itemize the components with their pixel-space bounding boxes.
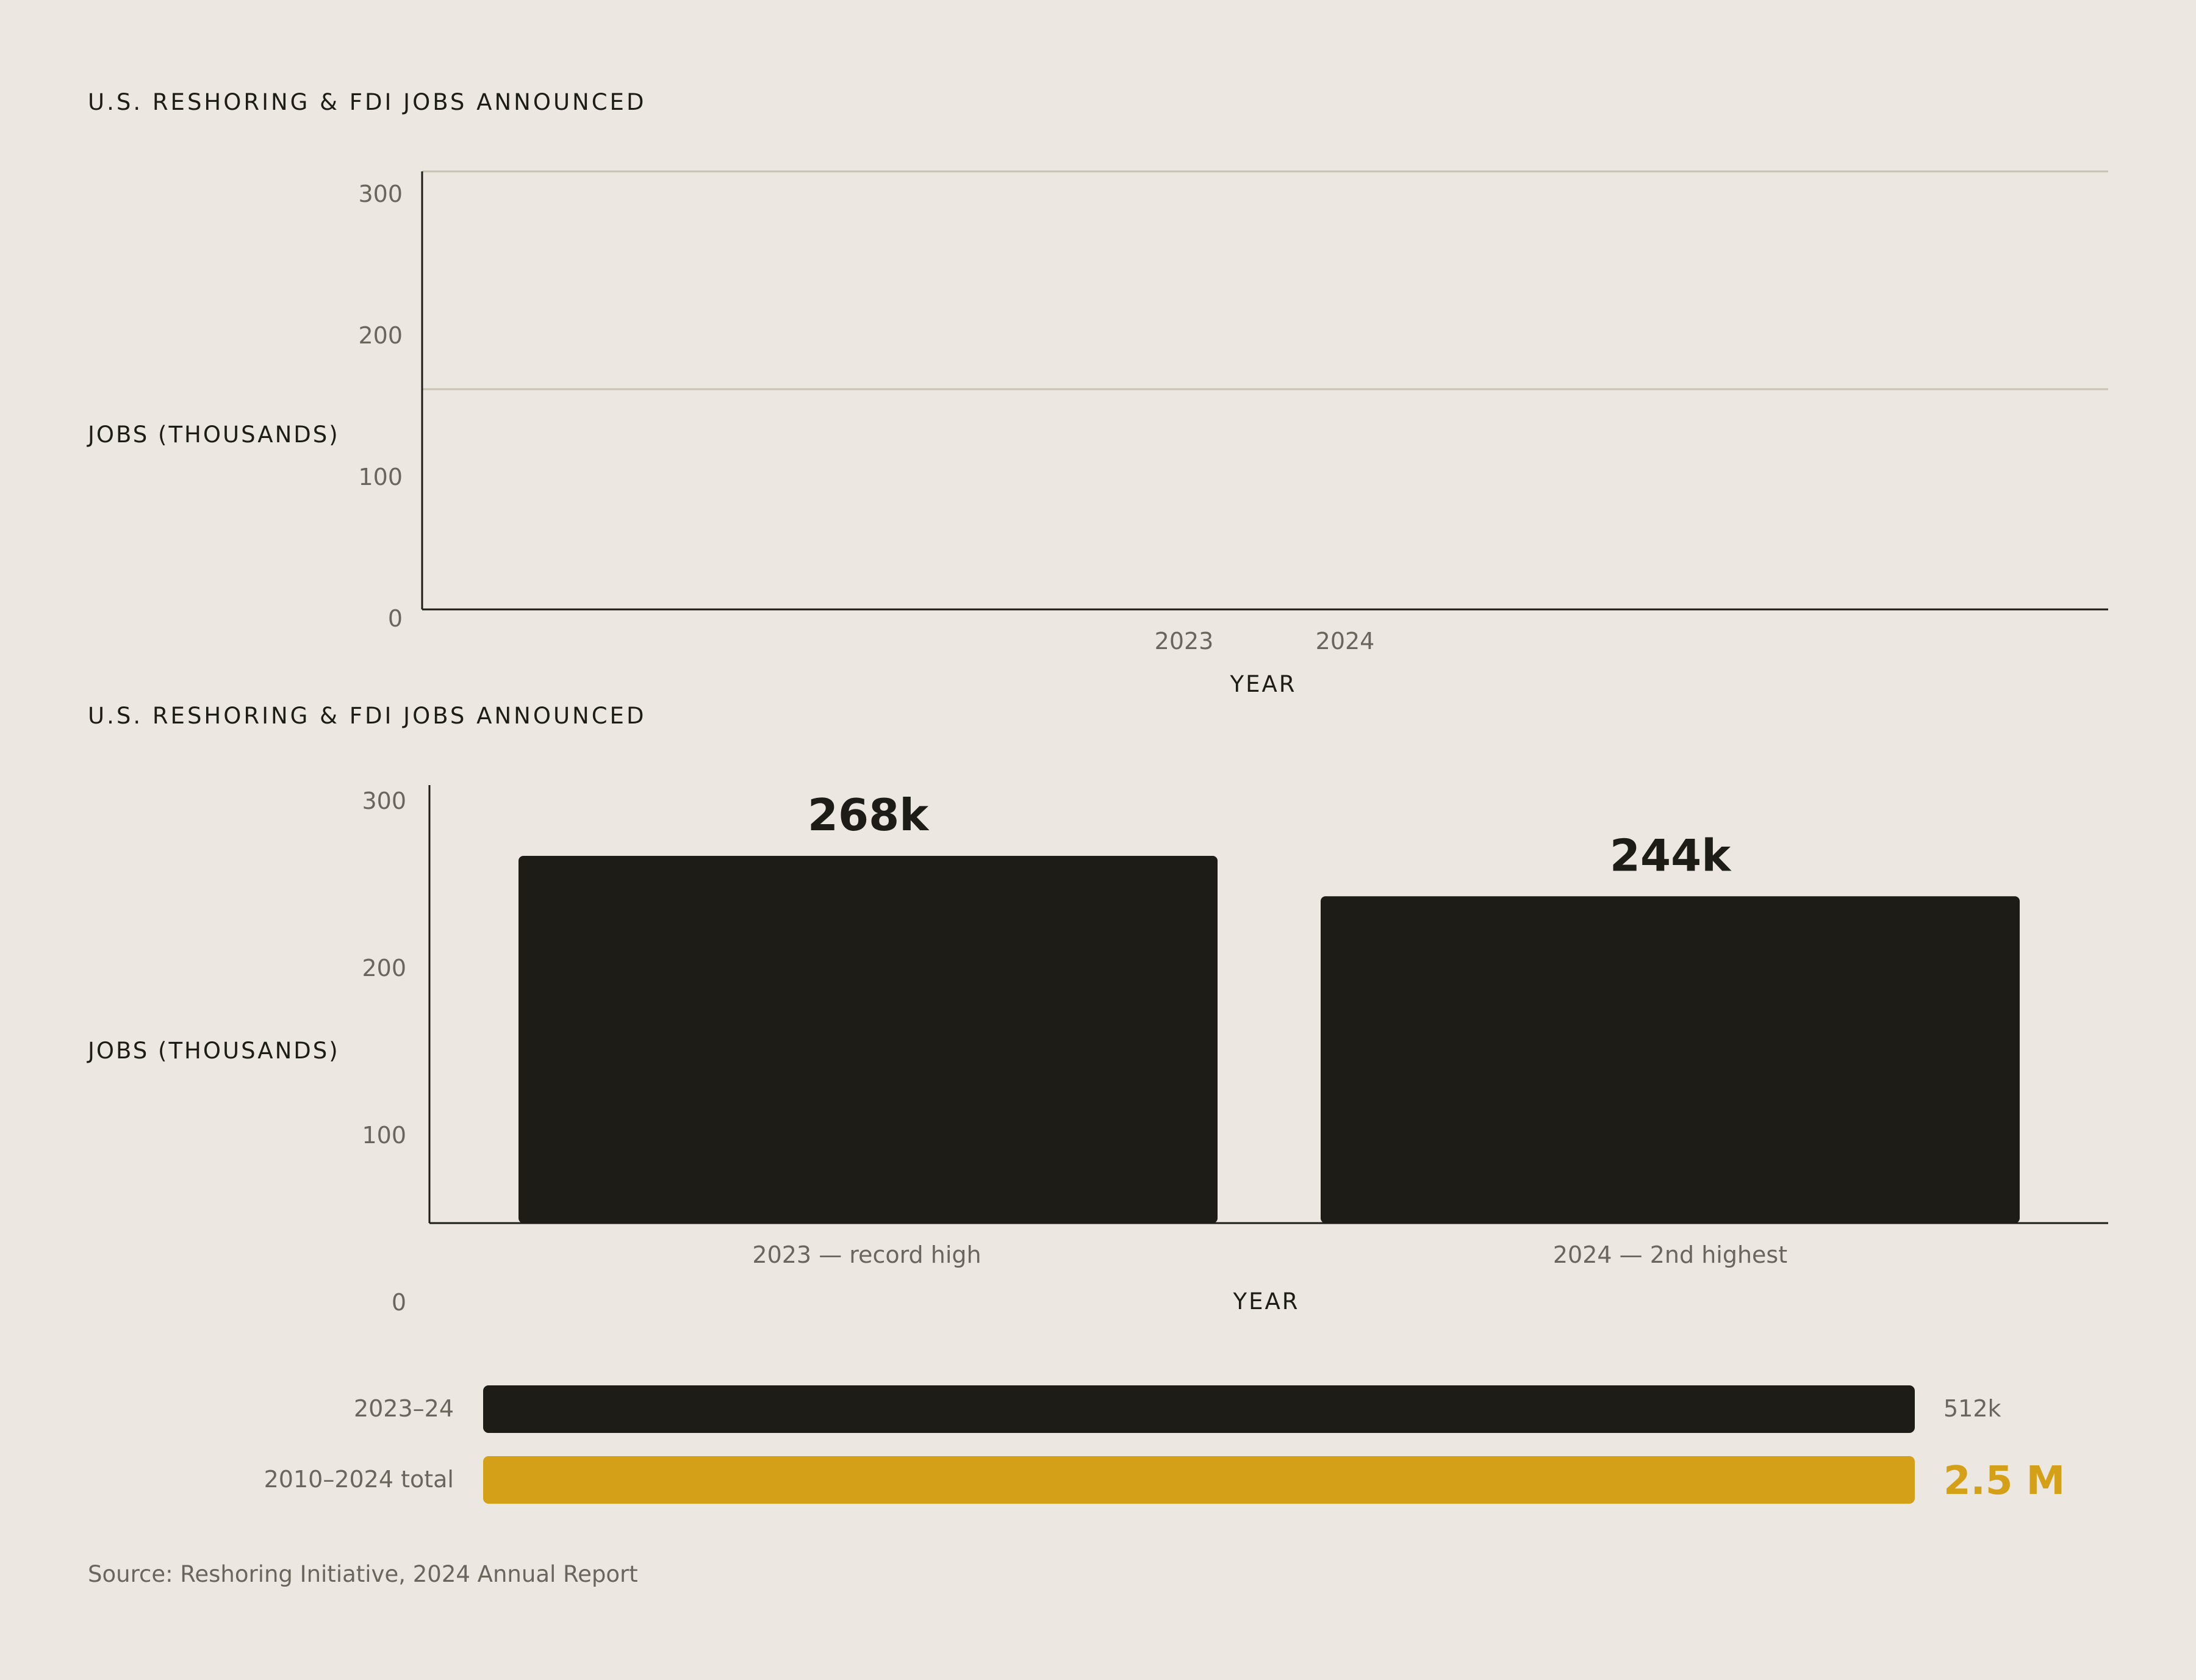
y-axis-label-top: JOBS (THOUSANDS) <box>87 422 340 448</box>
y-tick-main-0: 0 <box>392 1289 406 1316</box>
summary-bars: 2023–24 512k 2010–2024 total 2.5 M <box>264 1385 2065 1504</box>
summary-value-2023-24: 512k <box>1943 1395 2001 1422</box>
y-tick-top-100: 100 <box>358 464 403 490</box>
summary-label-total: 2010–2024 total <box>264 1466 454 1493</box>
data-label-2024: 244k <box>1610 830 1732 881</box>
data-label-2023: 268k <box>808 789 930 841</box>
y-tick-top-0: 0 <box>388 605 403 632</box>
bar-2023 <box>518 856 1218 1223</box>
x-tick-top-2024: 2024 <box>1316 628 1375 655</box>
x-axis-label-main: YEAR <box>1233 1288 1300 1315</box>
chart-main: U.S. RESHORING & FDI JOBS ANNOUNCED JOBS… <box>87 703 2108 1316</box>
chart-title-top: U.S. RESHORING & FDI JOBS ANNOUNCED <box>88 89 646 115</box>
x-tick-main-2024: 2024 — 2nd highest <box>1553 1241 1787 1268</box>
chart-title-main: U.S. RESHORING & FDI JOBS ANNOUNCED <box>88 703 646 729</box>
source-note: Source: Reshoring Initiative, 2024 Annua… <box>88 1561 638 1587</box>
y-tick-top-300: 300 <box>358 181 403 207</box>
x-tick-top-2023: 2023 <box>1155 628 1214 655</box>
chart-top: U.S. RESHORING & FDI JOBS ANNOUNCED JOBS… <box>87 89 2108 697</box>
summary-label-2023-24: 2023–24 <box>354 1395 454 1422</box>
y-tick-main-200: 200 <box>362 955 406 982</box>
summary-bar-2023-24 <box>483 1385 1915 1433</box>
summary-bar-total <box>483 1456 1915 1504</box>
bar-2024 <box>1321 896 2020 1223</box>
summary-value-total: 2.5 M <box>1943 1459 2065 1504</box>
x-tick-main-2023: 2023 — record high <box>752 1241 981 1268</box>
y-tick-top-200: 200 <box>358 322 403 349</box>
y-tick-main-100: 100 <box>362 1122 406 1149</box>
x-axis-label-top: YEAR <box>1230 671 1297 697</box>
y-axis-label-main: JOBS (THOUSANDS) <box>87 1038 340 1064</box>
y-tick-main-300: 300 <box>362 788 406 814</box>
